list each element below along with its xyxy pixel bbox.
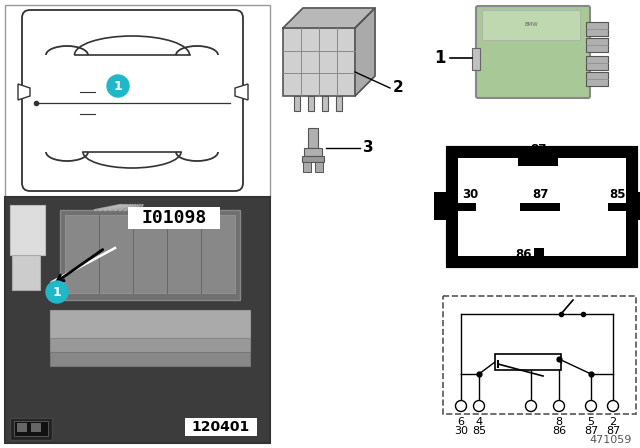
Circle shape [456, 401, 467, 412]
Bar [308, 96, 314, 111]
Text: 85: 85 [609, 188, 625, 201]
Circle shape [525, 401, 536, 412]
Text: 87: 87 [606, 426, 620, 436]
Bar [434, 192, 449, 220]
Text: 471059: 471059 [589, 435, 632, 445]
FancyBboxPatch shape [22, 10, 243, 191]
Text: BMW: BMW [524, 22, 538, 27]
Bar [294, 96, 300, 111]
Text: 30: 30 [462, 188, 478, 201]
Bar [50, 352, 250, 366]
Text: 86: 86 [552, 426, 566, 436]
Text: 8: 8 [556, 417, 563, 427]
Text: 86: 86 [516, 247, 532, 260]
Bar [5, 5, 270, 197]
Circle shape [607, 401, 618, 412]
Bar [10, 205, 45, 255]
Text: 2: 2 [609, 417, 616, 427]
Bar [520, 203, 560, 211]
Bar [586, 72, 608, 86]
Bar [308, 128, 318, 148]
Text: 1: 1 [114, 79, 122, 92]
Bar [304, 148, 322, 156]
Bar [495, 354, 561, 370]
Bar [608, 203, 626, 211]
Bar [31, 423, 41, 432]
Bar [482, 10, 580, 40]
Text: 6: 6 [458, 417, 465, 427]
Circle shape [554, 401, 564, 412]
Bar [5, 197, 270, 443]
Text: 87: 87 [530, 143, 546, 156]
Bar [586, 56, 608, 70]
Text: 1: 1 [435, 49, 446, 67]
Bar [17, 423, 27, 432]
Text: 120401: 120401 [192, 420, 250, 434]
Text: I01098: I01098 [141, 209, 207, 227]
Bar [50, 338, 250, 352]
Bar [315, 162, 323, 172]
Text: 30: 30 [454, 426, 468, 436]
Bar [586, 38, 608, 52]
Bar [448, 148, 636, 266]
Bar [14, 421, 48, 436]
Polygon shape [283, 8, 375, 28]
Text: 4: 4 [476, 417, 483, 427]
Bar [10, 418, 52, 440]
Bar [443, 296, 636, 414]
Polygon shape [18, 84, 30, 100]
Polygon shape [355, 8, 375, 96]
Bar [283, 28, 355, 96]
Bar [534, 248, 544, 266]
Text: 85: 85 [472, 426, 486, 436]
Bar [336, 96, 342, 111]
Text: 3: 3 [363, 141, 374, 155]
Bar [185, 418, 257, 436]
Bar [586, 22, 608, 36]
Text: 87: 87 [584, 426, 598, 436]
Polygon shape [235, 84, 248, 100]
Circle shape [46, 281, 68, 303]
Bar [65, 215, 235, 293]
Bar [518, 158, 558, 166]
FancyBboxPatch shape [476, 6, 590, 98]
Text: 1: 1 [52, 285, 61, 298]
Bar [12, 255, 40, 290]
Bar [302, 156, 324, 162]
Circle shape [107, 75, 129, 97]
Bar [50, 310, 250, 338]
Circle shape [474, 401, 484, 412]
Bar [458, 158, 626, 256]
Circle shape [586, 401, 596, 412]
Bar [303, 162, 311, 172]
Bar [635, 192, 640, 220]
Bar [128, 207, 220, 229]
Bar [458, 203, 476, 211]
Bar [60, 210, 240, 300]
Text: 87: 87 [532, 188, 548, 201]
Text: 5: 5 [588, 417, 595, 427]
Bar [472, 48, 480, 70]
Bar [322, 96, 328, 111]
Text: 2: 2 [393, 81, 404, 95]
